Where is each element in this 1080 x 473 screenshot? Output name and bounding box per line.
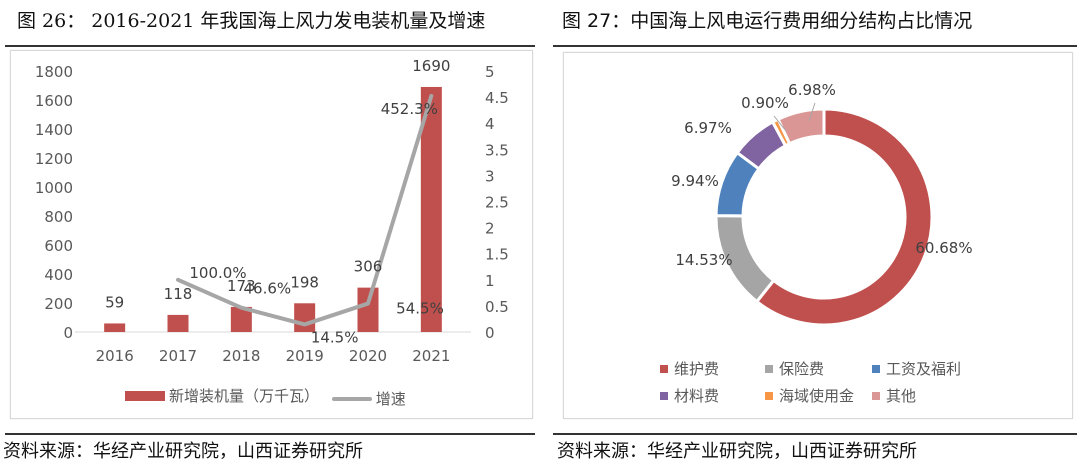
donut-chart-panel: 60.68% 14.53% 9.94% 6.97% 0.90% 6.98% xyxy=(563,52,1073,419)
donut-slice xyxy=(776,107,826,146)
line-data-label: 452.3% xyxy=(381,100,438,118)
y-left-tick-label: 1800 xyxy=(35,63,73,81)
x-tick-label: 2016 xyxy=(96,347,134,365)
legend-label: 其他 xyxy=(886,387,917,405)
line-data-label: 54.5% xyxy=(396,300,444,318)
leader-line xyxy=(808,102,816,122)
donut-data-label: 14.53% xyxy=(675,251,732,269)
donut-data-label: 6.98% xyxy=(788,81,836,99)
line-data-label: 14.5% xyxy=(311,328,359,346)
line-data-label: 100.0% xyxy=(189,264,246,282)
x-tick-label: 2017 xyxy=(159,347,197,365)
y-left-tick-label: 600 xyxy=(44,237,73,255)
y-left-tick-label: 800 xyxy=(44,208,73,226)
y-left-tick-label: 1000 xyxy=(35,179,73,197)
legend-label: 工资及福利 xyxy=(886,360,962,378)
legend-item-insurance: 保险费 xyxy=(765,358,872,379)
legend-row: 材料费 海域使用金 其他 xyxy=(660,382,977,409)
title-separator-left xyxy=(5,45,535,47)
growth-line xyxy=(176,93,434,327)
legend-item-wages: 工资及福利 xyxy=(872,358,977,379)
line-data-label: 46.6% xyxy=(244,280,292,298)
source-separator-right xyxy=(553,433,1077,435)
y-left-tick-label: 200 xyxy=(44,295,73,313)
legend-swatch xyxy=(660,391,668,400)
bar-data-label: 198 xyxy=(290,273,319,291)
donut-data-label: 0.90% xyxy=(741,94,789,112)
figure-27-title: 图 27：中国海上风电运行费用细分结构占比情况 xyxy=(562,10,973,32)
legend-label: 海域使用金 xyxy=(779,387,855,405)
legend-label-installed: 新增装机量（万千瓦） xyxy=(169,387,320,405)
donut-slice xyxy=(754,107,934,327)
bar-line-chart-panel: 0 200 400 600 800 1000 1200 1400 1600 1800 0 0.5 1 1.… xyxy=(10,50,533,419)
legend-swatch xyxy=(872,391,880,400)
bar xyxy=(167,314,189,332)
bar xyxy=(230,306,252,332)
legend-swatch-bar xyxy=(125,390,165,401)
y-right-tick-label: 4 xyxy=(485,115,495,133)
y-right-tick-label: 5 xyxy=(485,63,495,81)
legend-swatch-line xyxy=(331,396,372,401)
y-left-tick-label: 400 xyxy=(44,266,73,284)
bar xyxy=(420,86,442,332)
y-left-tick-label: 1600 xyxy=(35,92,73,110)
legend-swatch xyxy=(660,364,668,373)
bar-data-label: 118 xyxy=(164,285,193,303)
y-right-tick-label: 3 xyxy=(485,167,495,185)
combo-chart-legend: 新增装机量（万千瓦） 增速 xyxy=(125,385,406,409)
bar xyxy=(104,323,126,332)
legend-label: 材料费 xyxy=(674,387,720,405)
y-left-tick-label: 1200 xyxy=(35,150,73,168)
y-right-tick-label: 3.5 xyxy=(485,141,509,159)
bar-data-label: 306 xyxy=(354,258,383,276)
legend-item-maintenance: 维护费 xyxy=(660,358,765,379)
donut-chart-legend: 维护费 保险费 工资及福利 材料费 海域使用金 其他 xyxy=(660,355,977,409)
x-tick-label: 2020 xyxy=(349,347,387,365)
legend-item-growth: 增速 xyxy=(324,388,406,409)
legend-item-installed: 新增装机量（万千瓦） xyxy=(125,385,319,406)
legend-item-sea-area-fee: 海域使用金 xyxy=(765,385,872,406)
y-right-tick-label: 1 xyxy=(485,272,495,290)
donut-chart: 60.68% 14.53% 9.94% 6.97% 0.90%6.98% xyxy=(671,81,973,327)
source-note-left: 资料来源：华经产业研究院，山西证券研究所 xyxy=(3,441,363,462)
legend-row: 维护费 保险费 工资及福利 xyxy=(660,355,977,382)
y-right-tick-label: 2.5 xyxy=(485,194,509,212)
title-separator-right xyxy=(553,45,1077,47)
donut-data-label: 60.68% xyxy=(915,239,972,257)
source-separator-left xyxy=(5,433,535,435)
y-left-tick-label: 1400 xyxy=(35,121,73,139)
legend-label: 维护费 xyxy=(674,360,720,378)
y-right-tick-label: 1.5 xyxy=(485,246,509,264)
y-right-tick-label: 0 xyxy=(485,324,495,342)
source-note-right: 资料来源：华经产业研究院，山西证券研究所 xyxy=(557,441,917,462)
x-tick-label: 2021 xyxy=(412,347,450,365)
donut-data-label: 6.97% xyxy=(684,119,732,137)
bar-line-chart: 0 200 400 600 800 1000 1200 1400 1600 1800 0 0.5 1 1.… xyxy=(35,57,509,365)
legend-item-materials: 材料费 xyxy=(660,385,765,406)
y-right-tick-label: 2 xyxy=(485,220,495,238)
bar xyxy=(357,287,379,332)
x-tick-label: 2018 xyxy=(222,347,260,365)
legend-swatch xyxy=(872,364,880,373)
legend-label-growth: 增速 xyxy=(375,390,406,408)
y-right-tick-label: 0.5 xyxy=(485,298,509,316)
bar-data-label: 1690 xyxy=(412,57,450,75)
legend-swatch xyxy=(765,364,773,373)
figure-26-title: 图 26： 2016-2021 年我国海上风力发电装机量及增速 xyxy=(17,10,486,32)
y-right-tick-label: 4.5 xyxy=(485,89,509,107)
y-left-tick-label: 0 xyxy=(63,324,73,342)
legend-item-other: 其他 xyxy=(872,385,977,406)
x-tick-label: 2019 xyxy=(286,347,324,365)
legend-label: 保险费 xyxy=(779,360,825,378)
bar-data-label: 173 xyxy=(227,277,256,295)
legend-swatch xyxy=(765,391,773,400)
bar-data-label: 59 xyxy=(105,293,124,311)
leader-line xyxy=(773,115,787,132)
donut-data-label: 9.94% xyxy=(671,172,719,190)
